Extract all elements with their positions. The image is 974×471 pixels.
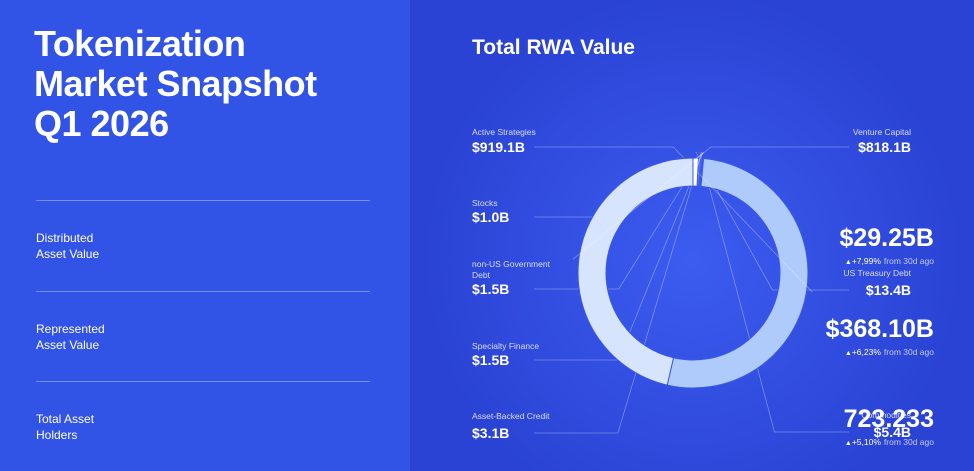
slice-value: $5.4B — [873, 424, 911, 440]
donut-slice — [666, 157, 809, 389]
separator — [36, 381, 370, 382]
leader-line — [534, 146, 813, 293]
stat-value: 723.233 — [843, 405, 934, 433]
slice-label: Venture Capital — [852, 127, 911, 137]
stat-change: ▲+6,23% from 30d ago — [845, 347, 934, 357]
separator — [36, 291, 370, 292]
change-value: +6,23% — [851, 347, 881, 357]
slice-label: Stocks — [472, 198, 498, 208]
slice-value: $1.0B — [472, 209, 510, 225]
change-value: +7,99% — [851, 256, 881, 266]
slice-label: Specialty Finance — [472, 341, 540, 351]
title-line: Market Snapshot — [34, 63, 317, 104]
stat-label: Distributed Asset Value — [36, 231, 100, 261]
change-note: from 30d ago — [883, 437, 934, 447]
slice-value: $818.1B — [858, 139, 911, 155]
leader-line — [572, 146, 849, 260]
slice-value: $3.1B — [472, 425, 510, 441]
up-arrow: ▲ — [844, 259, 852, 266]
title-line: Tokenization — [34, 23, 246, 64]
slice-value: $919.1B — [472, 139, 525, 155]
slice-value: $13.4B — [865, 282, 911, 298]
stat-value: $368.10B — [825, 315, 934, 343]
title: Tokenization Market Snapshot Q1 2026 — [34, 24, 317, 144]
title-line: Q1 2026 — [34, 103, 169, 144]
leader-line — [534, 152, 704, 290]
slice-label: US Treasury Debt — [843, 268, 911, 278]
leader-line — [699, 152, 849, 433]
slice-label: non-US Government Debt — [472, 259, 550, 280]
leader-line — [534, 152, 703, 434]
chart-panel — [410, 0, 974, 471]
slice-label: Asset-Backed Credit — [472, 411, 550, 421]
separator — [36, 200, 370, 201]
donut-slice — [577, 157, 694, 386]
slice-value: $1.5B — [472, 352, 510, 368]
change-value: +5,10% — [851, 437, 881, 447]
change-note: from 30d ago — [883, 256, 934, 266]
slice-label: Active Strategies — [472, 127, 536, 137]
leader-line — [695, 151, 849, 291]
stat-value: $29.25B — [839, 224, 934, 252]
up-arrow: ▲ — [844, 440, 852, 447]
stat-change: ▲+5,10% from 30d ago — [845, 437, 934, 447]
chart-title: Total RWA Value — [472, 36, 635, 59]
slice-value: $1.5B — [472, 281, 510, 297]
stat-change: ▲+7,99% from 30d ago — [845, 256, 934, 266]
up-arrow: ▲ — [844, 350, 852, 357]
slice-label: Commodities — [861, 410, 911, 420]
stat-label: Total Asset Holders — [36, 412, 95, 442]
stats-panel — [0, 0, 410, 471]
stat-label: Represented Asset Value — [36, 322, 105, 352]
change-note: from 30d ago — [883, 347, 934, 357]
